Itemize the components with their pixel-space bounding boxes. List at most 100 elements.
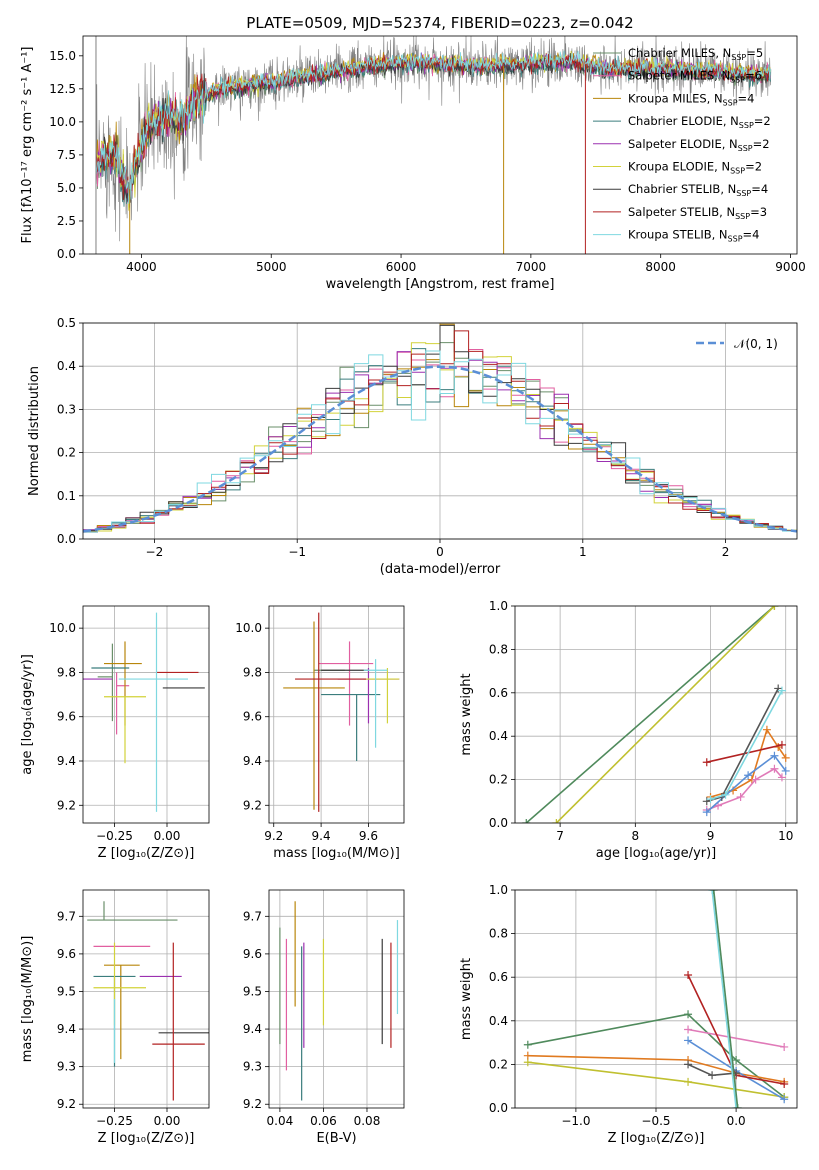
data-point-1 <box>97 643 114 722</box>
series-marker <box>684 1025 693 1034</box>
series-marker <box>777 686 786 695</box>
data-point-3 <box>104 641 142 726</box>
series-marker <box>706 795 715 804</box>
x-tick-label: −1.0 <box>561 1114 590 1128</box>
x-tick-label: 9 <box>707 829 715 843</box>
series-line-5 <box>706 754 787 813</box>
x-tick-label: 6000 <box>386 260 417 274</box>
series-marker <box>733 1104 742 1108</box>
y-tick-label: 10.0 <box>49 621 76 635</box>
x-axis-label: mass [log₁₀(M/M⊙)] <box>273 846 400 861</box>
y-tick-label: 9.4 <box>57 754 76 768</box>
panel-spectrum: 4000 5000 6000 7000 8000 9000 0.0 2.5 5.0 7.5 10.0… <box>20 35 806 292</box>
legend-entry: Kroupa MILES, NSSP=4 <box>628 91 754 107</box>
legend-entry: Kroupa ELODIE, NSSP=2 <box>628 160 762 176</box>
axes-frame <box>82 889 210 1109</box>
y-tick-label: 0.2 <box>489 1057 508 1071</box>
series-marker <box>684 1077 693 1086</box>
x-tick-label: 0.06 <box>310 1114 337 1128</box>
plot-area <box>279 901 399 1101</box>
x-tick-label: −2 <box>146 545 164 559</box>
x-tick-label: 10 <box>778 829 793 843</box>
legend-entry: Kroupa STELIB, NSSP=4 <box>628 228 759 244</box>
y-tick-label: 0.6 <box>489 686 508 700</box>
data-point-1 <box>87 901 178 921</box>
series-marker <box>523 1051 532 1060</box>
figure-title: PLATE=0509, MJD=52374, FIBERID=0223, z=0… <box>246 14 633 32</box>
panel-mass-weight-age: 7 8 9 10 0.0 0.2 0.4 0.6 0.8 1.0 age [log₁₀(age/yr… <box>459 599 798 861</box>
legend: Chabrier MILES, NSSP=5 Salpeter MILES, NS… <box>593 46 771 244</box>
legend-entry: Chabrier STELIB, NSSP=4 <box>628 182 768 198</box>
y-tick-label: 9.6 <box>243 947 262 961</box>
series-line-9 <box>712 890 739 1108</box>
y-tick-label: 1.0 <box>489 883 508 897</box>
panel-age-mass: 9.2 9.4 9.6 9.2 9.4 9.6 9.8 10.0 mass [log₁₀(M/M… <box>235 605 405 861</box>
y-tick-label: 0.1 <box>57 489 76 503</box>
y-tick-label: 0.5 <box>57 316 76 330</box>
x-tick-label: 7 <box>556 829 564 843</box>
data-point-8 <box>152 942 205 1101</box>
series-marker <box>780 1080 789 1089</box>
x-tick-label: −1 <box>288 545 306 559</box>
panel-mass-weight-Z: −1.0 −0.5 0.0 0.0 0.2 0.4 0.6 0.8 1.0 Z [log₁₀(Z/… <box>459 883 798 1146</box>
series-line-2 <box>555 606 775 823</box>
legend-entry: Chabrier ELODIE, NSSP=2 <box>628 114 771 130</box>
y-tick-label: 0.0 <box>489 1101 508 1115</box>
x-axis-label: E(B-V) <box>316 1131 356 1146</box>
y-tick-label: 9.7 <box>243 909 262 923</box>
x-tick-label: 8000 <box>645 260 676 274</box>
panel-age-Z: −0.25 0.00 9.2 9.4 9.6 9.8 10.0 Z [log₁₀(Z/Z⊙)]… <box>20 605 210 861</box>
plot-area <box>83 323 797 533</box>
legend-entry: Salpeter ELODIE, NSSP=2 <box>628 137 770 153</box>
series-marker <box>732 1056 741 1065</box>
panel-mass-EBV: 0.04 0.06 0.08 9.2 9.3 9.4 9.5 9.6 9.7 E(B-V) <box>243 889 405 1146</box>
y-tick-label: 0.4 <box>57 359 76 373</box>
plot-area <box>522 606 790 823</box>
data-point-6 <box>363 668 400 724</box>
y-tick-label: 9.5 <box>243 984 262 998</box>
x-axis-label: wavelength [Angstrom, rest frame] <box>326 277 555 292</box>
series-marker <box>777 740 786 749</box>
plot-area <box>83 612 205 812</box>
series-marker <box>523 1040 532 1049</box>
series-line-8 <box>711 890 737 1108</box>
x-tick-label: 4000 <box>126 260 157 274</box>
series-marker <box>770 764 779 773</box>
y-tick-label: 12.5 <box>49 82 76 96</box>
y-tick-label: 9.4 <box>57 1022 76 1036</box>
y-tick-label: 10.0 <box>49 115 76 129</box>
y-tick-label: 0.0 <box>489 816 508 830</box>
y-tick-label: 1.0 <box>489 599 508 613</box>
x-axis-label: age [log₁₀(age/yr)] <box>596 846 717 861</box>
y-tick-label: 0.4 <box>489 729 508 743</box>
axes-frame <box>514 889 798 1109</box>
plot-area <box>87 901 209 1101</box>
y-tick-label: 9.4 <box>243 1022 262 1036</box>
series-line-3 <box>710 727 787 798</box>
x-tick-label: 0.00 <box>154 1114 181 1128</box>
y-tick-label: 9.3 <box>243 1060 262 1074</box>
series-marker <box>744 771 753 780</box>
y-axis-label: age [log₁₀(age/yr)] <box>20 654 35 775</box>
series-marker <box>781 766 790 775</box>
y-tick-label: 0.8 <box>489 927 508 941</box>
y-tick-label: 0.6 <box>489 970 508 984</box>
y-tick-label: 9.4 <box>243 754 262 768</box>
y-axis-label: mass weight <box>459 673 474 755</box>
plot-area <box>283 612 400 812</box>
series-marker <box>684 1060 693 1069</box>
y-tick-label: 0.8 <box>489 642 508 656</box>
x-tick-label: 9.2 <box>264 829 283 843</box>
legend-entry: 𝒩(0, 1) <box>734 337 778 351</box>
y-tick-label: 5.0 <box>57 181 76 195</box>
y-tick-label: 9.6 <box>57 710 76 724</box>
data-point-4 <box>321 693 381 761</box>
plot-area <box>95 36 772 254</box>
series-marker <box>708 1071 717 1080</box>
series-marker <box>709 890 718 894</box>
axes-frame <box>268 889 405 1109</box>
x-tick-label: 0.00 <box>154 829 181 843</box>
data-point-8 <box>295 612 367 812</box>
series-marker <box>777 773 786 782</box>
